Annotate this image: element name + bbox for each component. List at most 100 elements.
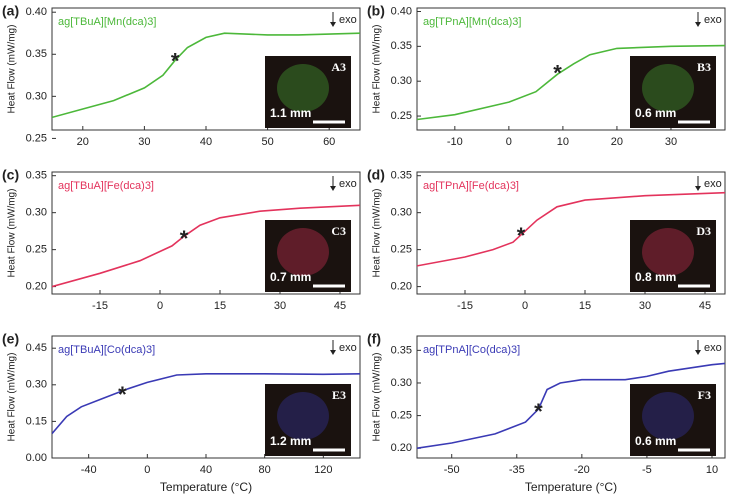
heat-flow-line	[417, 191, 725, 267]
panel-label: (f)	[367, 331, 381, 347]
inset-sample	[642, 64, 694, 112]
y-tick-label: 0.15	[26, 415, 47, 427]
y-tick-label: 0.25	[391, 244, 412, 256]
panel-label: (b)	[367, 3, 385, 19]
exo-arrowhead	[695, 186, 701, 191]
exo-arrowhead	[330, 22, 336, 27]
inset-label: F3	[698, 388, 711, 402]
x-tick-label: -20	[574, 464, 590, 476]
panel-title: ag[TPnA][Co(dca)3]	[423, 344, 520, 356]
inset-label: B3	[697, 60, 711, 74]
x-axis-label: Temperature (°C)	[525, 480, 617, 494]
tg-marker: *	[171, 48, 180, 73]
inset-photo	[265, 220, 351, 292]
inset-sample	[277, 64, 329, 112]
y-tick-label: 0.35	[26, 48, 47, 60]
exo-label: exo	[704, 178, 722, 190]
x-tick-label: -35	[509, 464, 525, 476]
y-tick-label: 0.30	[26, 90, 47, 102]
heat-flow-line	[52, 373, 360, 435]
x-tick-label: 10	[706, 464, 718, 476]
y-tick-label: 0.20	[391, 442, 412, 454]
inset-photo	[630, 56, 716, 128]
x-tick-label: 30	[639, 300, 651, 312]
scale-label: 0.6 mm	[635, 434, 676, 448]
x-tick-label: 30	[138, 136, 150, 148]
x-tick-label: 10	[557, 136, 569, 148]
exo-label: exo	[339, 178, 357, 190]
x-tick-label: 40	[200, 136, 212, 148]
exo-arrowhead	[330, 186, 336, 191]
panel-label: (e)	[2, 331, 19, 347]
inset-label: D3	[696, 224, 711, 238]
exo-arrowhead	[695, 350, 701, 355]
inset-sample	[277, 228, 329, 276]
y-tick-label: 0.40	[26, 6, 47, 18]
y-tick-label: 0.25	[26, 244, 47, 256]
plot-frame	[416, 335, 726, 459]
y-tick-label: 0.20	[26, 281, 47, 293]
y-axis-label: Heat Flow (mW/mg)	[372, 353, 383, 442]
exo-label: exo	[339, 14, 357, 26]
x-tick-label: -10	[447, 136, 463, 148]
scale-label: 1.2 mm	[270, 434, 311, 448]
inset-label: A3	[331, 60, 346, 74]
x-tick-label: 45	[334, 300, 346, 312]
x-tick-label: -40	[81, 464, 97, 476]
y-tick-label: 0.35	[26, 170, 47, 182]
inset-photo	[265, 384, 351, 456]
scale-label: 1.1 mm	[270, 106, 311, 120]
y-tick-label: 0.30	[26, 207, 47, 219]
y-axis-label: Heat Flow (mW/mg)	[7, 25, 18, 114]
panel-title: ag[TPnA][Mn(dca)3]	[423, 16, 521, 28]
x-tick-label: 120	[314, 464, 332, 476]
plot-frame	[416, 7, 726, 131]
x-tick-label: -50	[444, 464, 460, 476]
y-axis-label: Heat Flow (mW/mg)	[372, 189, 383, 278]
heat-flow-line	[52, 32, 360, 119]
x-tick-label: 0	[157, 300, 163, 312]
y-tick-label: 0.25	[391, 409, 412, 421]
y-tick-label: 0.20	[391, 281, 412, 293]
x-tick-label: -5	[642, 464, 652, 476]
x-tick-label: 0	[522, 300, 528, 312]
x-tick-label: 30	[274, 300, 286, 312]
y-axis-label: Heat Flow (mW/mg)	[7, 189, 18, 278]
panel-title: ag[TBuA][Mn(dca)3]	[58, 16, 156, 28]
x-tick-label: 15	[579, 300, 591, 312]
y-axis-label: Heat Flow (mW/mg)	[372, 25, 383, 114]
x-tick-label: 20	[77, 136, 89, 148]
x-tick-label: 15	[214, 300, 226, 312]
panel-label: (d)	[367, 167, 385, 183]
heat-flow-line	[417, 44, 725, 121]
exo-arrowhead	[330, 350, 336, 355]
y-tick-label: 0.25	[26, 132, 47, 144]
inset-photo	[630, 384, 716, 456]
inset-sample	[277, 392, 329, 440]
y-tick-label: 0.40	[391, 5, 412, 17]
exo-label: exo	[339, 342, 357, 354]
inset-label: C3	[331, 224, 346, 238]
inset-sample	[642, 228, 694, 276]
tg-marker: *	[534, 399, 543, 424]
y-tick-label: 0.30	[391, 75, 412, 87]
tg-marker: *	[553, 61, 562, 86]
y-tick-label: 0.30	[26, 379, 47, 391]
y-tick-label: 0.45	[26, 342, 47, 354]
plot-frame	[51, 171, 361, 295]
y-tick-label: 0.35	[391, 40, 412, 52]
inset-label: E3	[332, 388, 346, 402]
x-tick-label: 80	[259, 464, 271, 476]
inset-photo	[630, 220, 716, 292]
panel-label: (c)	[2, 167, 19, 183]
x-tick-label: 45	[699, 300, 711, 312]
y-tick-label: 0.30	[391, 207, 412, 219]
scale-label: 0.6 mm	[635, 106, 676, 120]
y-tick-label: 0.35	[391, 344, 412, 356]
y-tick-label: 0.00	[26, 452, 47, 464]
x-tick-label: 50	[261, 136, 273, 148]
tg-marker: *	[118, 382, 127, 407]
panel-title: ag[TPnA][Fe(dca)3]	[423, 180, 519, 192]
y-tick-label: 0.30	[391, 377, 412, 389]
